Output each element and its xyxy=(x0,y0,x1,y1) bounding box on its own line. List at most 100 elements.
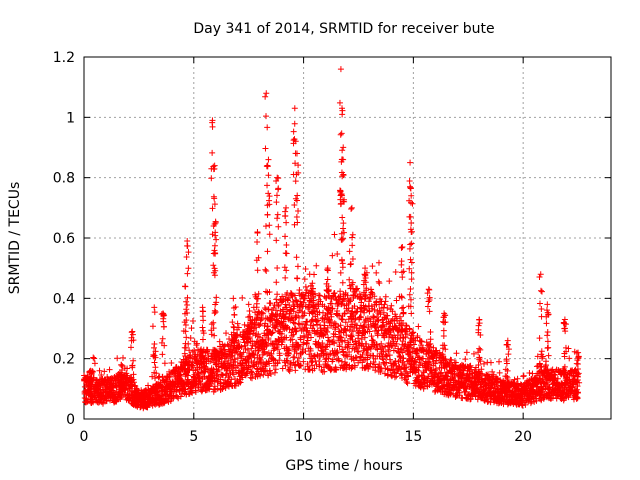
axis-ticks xyxy=(83,56,611,420)
data-point xyxy=(538,305,545,312)
data-point xyxy=(228,352,235,359)
data-point xyxy=(199,313,206,320)
data-point xyxy=(231,311,238,318)
data-point xyxy=(231,356,238,363)
data-point xyxy=(324,276,331,283)
data-point xyxy=(321,368,328,375)
y-tick-label: 0 xyxy=(66,412,75,428)
data-point xyxy=(373,269,380,276)
data-point xyxy=(283,267,290,274)
data-point xyxy=(254,228,261,235)
data-point xyxy=(96,367,103,374)
data-point xyxy=(262,223,269,230)
data-point xyxy=(407,184,414,191)
data-point xyxy=(211,162,218,169)
data-point xyxy=(536,335,543,342)
data-point xyxy=(520,373,527,380)
data-point xyxy=(294,275,301,282)
data-point xyxy=(285,366,292,373)
data-point xyxy=(340,220,347,227)
data-point xyxy=(406,245,413,252)
data-point xyxy=(251,354,258,361)
data-point xyxy=(347,261,354,268)
data-point xyxy=(265,372,272,379)
data-point xyxy=(260,349,267,356)
x-tick-label: 10 xyxy=(295,429,313,445)
data-point xyxy=(400,310,407,317)
y-axis-label: SRMTID / TECUs xyxy=(7,182,23,295)
data-point xyxy=(253,316,260,323)
data-point xyxy=(291,105,298,112)
data-point xyxy=(544,329,551,336)
data-point xyxy=(463,349,470,356)
data-point xyxy=(543,320,550,327)
data-point xyxy=(408,310,415,317)
data-point xyxy=(133,386,140,393)
data-point xyxy=(369,263,376,270)
data-point xyxy=(295,207,302,214)
data-point xyxy=(264,211,271,218)
data-point xyxy=(212,309,219,316)
data-point xyxy=(338,130,345,137)
data-point xyxy=(282,213,289,220)
data-point xyxy=(337,269,344,276)
data-point xyxy=(544,345,551,352)
data-point xyxy=(258,358,265,365)
data-point xyxy=(404,380,411,387)
data-point xyxy=(292,178,299,185)
data-point xyxy=(376,280,383,287)
data-point xyxy=(230,371,237,378)
data-point xyxy=(193,356,200,363)
y-tick-label: 0.6 xyxy=(53,231,75,247)
y-tick-label: 1 xyxy=(66,110,75,126)
tick-labels: 0 0.2 0.4 0.6 0.8 1 1.2 0 5 10 15 20 xyxy=(53,50,532,445)
data-point xyxy=(275,186,282,193)
data-point xyxy=(348,206,355,213)
data-point xyxy=(192,388,199,395)
data-point xyxy=(407,159,414,166)
data-point xyxy=(254,338,261,345)
data-point xyxy=(408,276,415,283)
data-point xyxy=(159,351,166,358)
data-point xyxy=(187,334,194,341)
data-point xyxy=(505,351,512,358)
data-point xyxy=(526,370,533,377)
data-point xyxy=(177,371,184,378)
data-point xyxy=(398,261,405,268)
data-point xyxy=(265,190,272,197)
data-point xyxy=(212,386,219,393)
data-point xyxy=(189,389,196,396)
data-point xyxy=(183,298,190,305)
data-point xyxy=(239,360,246,367)
data-point xyxy=(292,367,299,374)
data-point xyxy=(185,265,192,272)
data-point xyxy=(294,192,301,199)
data-point xyxy=(268,317,275,324)
data-point xyxy=(182,340,189,347)
data-points xyxy=(81,66,583,412)
data-point xyxy=(386,356,393,363)
data-point xyxy=(152,375,159,382)
data-point xyxy=(374,332,381,339)
data-point xyxy=(149,323,156,330)
x-tick-label: 5 xyxy=(189,429,198,445)
data-point xyxy=(337,66,344,73)
data-point xyxy=(250,359,257,366)
data-point xyxy=(124,365,131,372)
data-point xyxy=(349,234,356,241)
data-point xyxy=(101,368,108,375)
data-point xyxy=(329,252,336,259)
data-point xyxy=(194,340,201,347)
data-point xyxy=(118,361,125,368)
data-point xyxy=(261,305,268,312)
data-point xyxy=(283,219,290,226)
data-point xyxy=(375,278,382,285)
data-point xyxy=(302,265,309,272)
data-point xyxy=(246,313,253,320)
data-point xyxy=(210,193,217,200)
data-point xyxy=(346,248,353,255)
data-point xyxy=(260,310,267,317)
data-point xyxy=(248,369,255,376)
data-point xyxy=(361,319,368,326)
data-point xyxy=(301,276,308,283)
